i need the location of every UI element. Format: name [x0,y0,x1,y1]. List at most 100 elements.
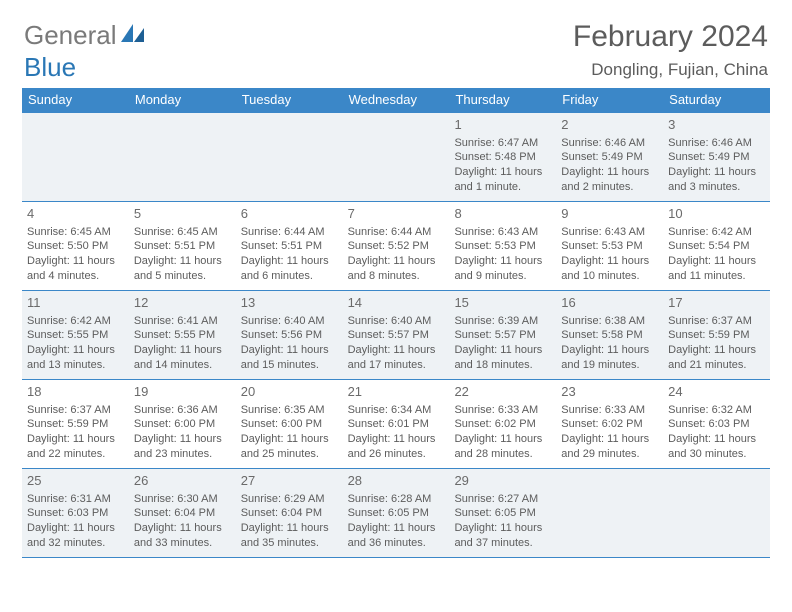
day-number: 10 [668,205,765,223]
daylight-text: Daylight: 11 hours and 30 minutes. [668,432,765,462]
sunrise-text: Sunrise: 6:40 AM [241,314,338,329]
sunset-text: Sunset: 6:01 PM [348,417,445,432]
day-cell: 1 Sunrise: 6:47 AMSunset: 5:48 PMDaylight… [449,113,556,201]
day-number: 19 [134,383,231,401]
sunrise-text: Sunrise: 6:45 AM [134,225,231,240]
day-cell: 16 Sunrise: 6:38 AMSunset: 5:58 PMDayligh… [556,291,663,379]
day-info: Sunrise: 6:34 AMSunset: 6:01 PMDaylight:… [348,403,445,462]
daylight-text: Daylight: 11 hours and 6 minutes. [241,254,338,284]
sunrise-text: Sunrise: 6:43 AM [561,225,658,240]
day-number: 25 [27,472,124,490]
day-cell: 7Sunrise: 6:44 AMSunset: 5:52 PMDaylight… [343,202,450,290]
day-number: 5 [134,205,231,223]
header: General February 2024 Dongling, Fujian, … [0,0,792,88]
sunrise-text: Sunrise: 6:41 AM [134,314,231,329]
daylight-text: Daylight: 11 hours and 36 minutes. [348,521,445,551]
day-cell: 18Sunrise: 6:37 AMSunset: 5:59 PMDayligh… [22,380,129,468]
daylight-text: Daylight: 11 hours and 18 minutes. [454,343,551,373]
sunrise-text: Sunrise: 6:46 AM [561,136,658,151]
day-header-row: Sunday Monday Tuesday Wednesday Thursday… [22,88,770,112]
day-cell: 24 Sunrise: 6:32 AMSunset: 6:03 PMDayligh… [663,380,770,468]
daylight-text: Daylight: 11 hours and 33 minutes. [134,521,231,551]
daylight-text: Daylight: 11 hours and 23 minutes. [134,432,231,462]
day-info: Sunrise: 6:39 AMSunset: 5:57 PMDaylight:… [454,314,551,373]
sunrise-text: Sunrise: 6:42 AM [668,225,765,240]
day-header-mon: Monday [129,88,236,112]
day-info: Sunrise: 6:38 AMSunset: 5:58 PMDaylight:… [561,314,658,373]
sunrise-text: Sunrise: 6:31 AM [27,492,124,507]
day-info: Sunrise: 6:46 AMSunset: 5:49 PMDaylight:… [561,136,658,195]
sunrise-text: Sunrise: 6:39 AM [454,314,551,329]
daylight-text: Daylight: 11 hours and 25 minutes. [241,432,338,462]
day-header-sat: Saturday [663,88,770,112]
sunrise-text: Sunrise: 6:37 AM [27,403,124,418]
day-header-wed: Wednesday [343,88,450,112]
sunset-text: Sunset: 5:51 PM [134,239,231,254]
sunrise-text: Sunrise: 6:33 AM [561,403,658,418]
day-number: 13 [241,294,338,312]
day-cell [556,469,663,557]
daylight-text: Daylight: 11 hours and 4 minutes. [27,254,124,284]
sunset-text: Sunset: 5:56 PM [241,328,338,343]
week-row: 25Sunrise: 6:31 AMSunset: 6:03 PMDayligh… [22,468,770,558]
day-number: 18 [27,383,124,401]
logo: General [24,20,147,51]
sunrise-text: Sunrise: 6:44 AM [241,225,338,240]
sunset-text: Sunset: 5:48 PM [454,150,551,165]
daylight-text: Daylight: 11 hours and 26 minutes. [348,432,445,462]
week-row: 1 Sunrise: 6:47 AMSunset: 5:48 PMDaylight… [22,112,770,201]
sunrise-text: Sunrise: 6:34 AM [348,403,445,418]
day-header-thu: Thursday [449,88,556,112]
sunset-text: Sunset: 5:53 PM [561,239,658,254]
sunrise-text: Sunrise: 6:35 AM [241,403,338,418]
sunset-text: Sunset: 6:04 PM [134,506,231,521]
day-info: Sunrise: 6:44 AMSunset: 5:51 PMDaylight:… [241,225,338,284]
day-cell: 2Sunrise: 6:46 AMSunset: 5:49 PMDaylight… [556,113,663,201]
sunset-text: Sunset: 6:03 PM [668,417,765,432]
day-header-sun: Sunday [22,88,129,112]
week-row: 4Sunrise: 6:45 AMSunset: 5:50 PMDaylight… [22,201,770,290]
day-cell [129,113,236,201]
day-cell: 19Sunrise: 6:36 AMSunset: 6:00 PMDayligh… [129,380,236,468]
sunset-text: Sunset: 5:58 PM [561,328,658,343]
day-number: 12 [134,294,231,312]
sunset-text: Sunset: 5:52 PM [348,239,445,254]
day-cell: 28Sunrise: 6:28 AMSunset: 6:05 PMDayligh… [343,469,450,557]
day-number: 6 [241,205,338,223]
day-number: 16 [561,294,658,312]
day-number: 27 [241,472,338,490]
daylight-text: Daylight: 11 hours and 35 minutes. [241,521,338,551]
day-cell: 8Sunrise: 6:43 AMSunset: 5:53 PMDaylight… [449,202,556,290]
day-header-tue: Tuesday [236,88,343,112]
month-title: February 2024 [573,20,768,54]
sunrise-text: Sunrise: 6:29 AM [241,492,338,507]
title-block: February 2024 Dongling, Fujian, China [573,20,768,80]
day-cell: 17Sunrise: 6:37 AMSunset: 5:59 PMDayligh… [663,291,770,379]
day-cell: 21Sunrise: 6:34 AMSunset: 6:01 PMDayligh… [343,380,450,468]
day-info: Sunrise: 6:29 AMSunset: 6:04 PMDaylight:… [241,492,338,551]
sunrise-text: Sunrise: 6:32 AM [668,403,765,418]
day-cell: 20Sunrise: 6:35 AMSunset: 6:00 PMDayligh… [236,380,343,468]
day-cell: 29Sunrise: 6:27 AMSunset: 6:05 PMDayligh… [449,469,556,557]
day-info: Sunrise: 6:45 AMSunset: 5:50 PMDaylight:… [27,225,124,284]
sunset-text: Sunset: 5:57 PM [348,328,445,343]
day-number: 22 [454,383,551,401]
daylight-text: Daylight: 11 hours and 3 minutes. [668,165,765,195]
day-number: 1 [454,116,551,134]
day-header-fri: Friday [556,88,663,112]
sunrise-text: Sunrise: 6:45 AM [27,225,124,240]
day-number: 15 [454,294,551,312]
day-number: 26 [134,472,231,490]
day-number: 29 [454,472,551,490]
day-info: Sunrise: 6:33 AMSunset: 6:02 PMDaylight:… [561,403,658,462]
day-number: 24 [668,383,765,401]
day-cell: 5Sunrise: 6:45 AMSunset: 5:51 PMDaylight… [129,202,236,290]
day-info: Sunrise: 6:47 AMSunset: 5:48 PMDaylight:… [454,136,551,195]
sunset-text: Sunset: 5:49 PM [668,150,765,165]
sunrise-text: Sunrise: 6:33 AM [454,403,551,418]
logo-sail-icon [120,22,146,49]
sunrise-text: Sunrise: 6:37 AM [668,314,765,329]
daylight-text: Daylight: 11 hours and 21 minutes. [668,343,765,373]
day-cell: 22Sunrise: 6:33 AMSunset: 6:02 PMDayligh… [449,380,556,468]
sunset-text: Sunset: 5:59 PM [668,328,765,343]
